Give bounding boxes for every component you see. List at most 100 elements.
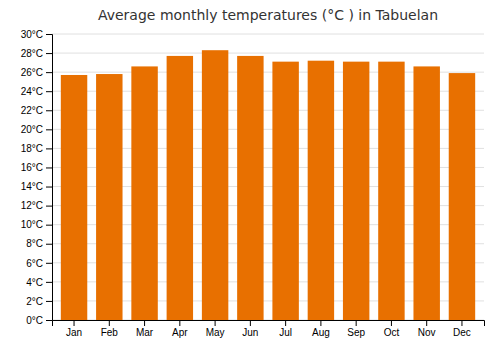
tick-mark bbox=[391, 320, 392, 326]
tick-mark bbox=[46, 263, 52, 264]
grid-line bbox=[52, 53, 484, 54]
y-tick: 20°C bbox=[21, 124, 52, 135]
bar bbox=[167, 56, 193, 320]
y-tick: 24°C bbox=[21, 86, 52, 97]
tick-mark bbox=[356, 320, 357, 326]
x-tick: Oct bbox=[384, 320, 400, 338]
bar bbox=[378, 62, 404, 320]
tick-mark bbox=[426, 320, 427, 326]
bar bbox=[237, 56, 263, 320]
x-tick: Apr bbox=[172, 320, 188, 338]
tick-label: 28°C bbox=[21, 48, 43, 59]
x-tick: Dec bbox=[453, 320, 471, 338]
tick-label: May bbox=[206, 327, 225, 338]
x-tick: Aug bbox=[312, 320, 330, 338]
tick-label: 6°C bbox=[26, 258, 43, 269]
y-tick: 18°C bbox=[21, 143, 52, 154]
tick-mark bbox=[215, 320, 216, 326]
tick-mark bbox=[461, 320, 462, 326]
tick-mark bbox=[46, 34, 52, 35]
bar bbox=[61, 75, 87, 320]
y-tick: 28°C bbox=[21, 48, 52, 59]
tick-mark bbox=[46, 301, 52, 302]
tick-mark bbox=[320, 320, 321, 326]
tick-label: 0°C bbox=[26, 315, 43, 326]
tick-mark bbox=[46, 129, 52, 130]
tick-mark bbox=[285, 320, 286, 326]
y-tick: 30°C bbox=[21, 29, 52, 40]
tick-label: 10°C bbox=[21, 219, 43, 230]
bar bbox=[202, 50, 228, 320]
y-tick: 10°C bbox=[21, 219, 52, 230]
axis-line bbox=[53, 321, 485, 327]
bar bbox=[308, 61, 334, 320]
tick-label: 12°C bbox=[21, 200, 43, 211]
y-tick: 8°C bbox=[26, 238, 52, 249]
tick-label: Jun bbox=[242, 327, 258, 338]
tick-mark bbox=[46, 91, 52, 92]
x-tick: Sep bbox=[347, 320, 365, 338]
y-tick: 22°C bbox=[21, 105, 52, 116]
tick-mark bbox=[46, 244, 52, 245]
tick-mark bbox=[46, 187, 52, 188]
tick-label: Dec bbox=[453, 327, 471, 338]
tick-mark bbox=[109, 320, 110, 326]
tick-label: 4°C bbox=[26, 277, 43, 288]
bar bbox=[96, 74, 122, 320]
tick-label: 8°C bbox=[26, 238, 43, 249]
x-tick: Mar bbox=[136, 320, 154, 338]
tick-label: 26°C bbox=[21, 67, 43, 78]
x-axis: Jan Feb Mar Apr May Jun Jul Aug Sep Oct Nov Dec bbox=[53, 320, 485, 338]
x-tick: May bbox=[206, 320, 225, 338]
bars bbox=[61, 50, 475, 320]
tick-label: Apr bbox=[172, 327, 188, 338]
tick-mark bbox=[46, 72, 52, 73]
x-tick: Feb bbox=[101, 320, 119, 338]
x-tick: Jun bbox=[242, 320, 258, 338]
tick-mark bbox=[46, 148, 52, 149]
x-tick: Nov bbox=[418, 320, 436, 338]
tick-label: 2°C bbox=[26, 296, 43, 307]
plot: 0°C 2°C 4°C 6°C 8°C 10°C 12°C 14°C 16°C 18°C 20°C 2… bbox=[21, 29, 485, 338]
grid bbox=[52, 34, 484, 320]
title: Average monthly temperatures (°C ) in Ta… bbox=[98, 7, 438, 23]
tick-label: Aug bbox=[312, 327, 330, 338]
tick-mark bbox=[46, 320, 52, 321]
y-tick: 26°C bbox=[21, 67, 52, 78]
tick-label: Oct bbox=[384, 327, 400, 338]
bar bbox=[413, 66, 439, 320]
tick-label: 30°C bbox=[21, 29, 43, 40]
tick-mark bbox=[250, 320, 251, 326]
bar bbox=[131, 66, 157, 320]
y-tick: 14°C bbox=[21, 181, 52, 192]
tick-label: Sep bbox=[347, 327, 365, 338]
bar bbox=[449, 73, 475, 320]
tick-mark bbox=[46, 53, 52, 54]
tick-label: Jan bbox=[66, 327, 82, 338]
y-tick: 16°C bbox=[21, 162, 52, 173]
x-tick: Jan bbox=[66, 320, 82, 338]
tick-label: Jul bbox=[279, 327, 292, 338]
y-axis: 0°C 2°C 4°C 6°C 8°C 10°C 12°C 14°C 16°C 18°C 20°C 2… bbox=[21, 29, 53, 326]
tick-mark bbox=[46, 282, 52, 283]
tick-label: Feb bbox=[101, 327, 119, 338]
tick-mark bbox=[144, 320, 145, 326]
y-tick: 12°C bbox=[21, 200, 52, 211]
tick-label: 20°C bbox=[21, 124, 43, 135]
axis-line bbox=[46, 35, 53, 321]
tick-mark bbox=[74, 320, 75, 326]
grid-line bbox=[52, 34, 484, 35]
y-tick: 4°C bbox=[26, 277, 52, 288]
tick-mark bbox=[46, 167, 52, 168]
tick-mark bbox=[46, 225, 52, 226]
tick-label: 18°C bbox=[21, 143, 43, 154]
tick-label: Nov bbox=[418, 327, 436, 338]
y-tick: 2°C bbox=[26, 296, 52, 307]
bar bbox=[272, 62, 298, 320]
tick-label: 24°C bbox=[21, 86, 43, 97]
tick-mark bbox=[46, 110, 52, 111]
tick-label: Mar bbox=[136, 327, 154, 338]
x-tick: Jul bbox=[279, 320, 292, 338]
tick-label: 14°C bbox=[21, 181, 43, 192]
bar bbox=[343, 62, 369, 320]
